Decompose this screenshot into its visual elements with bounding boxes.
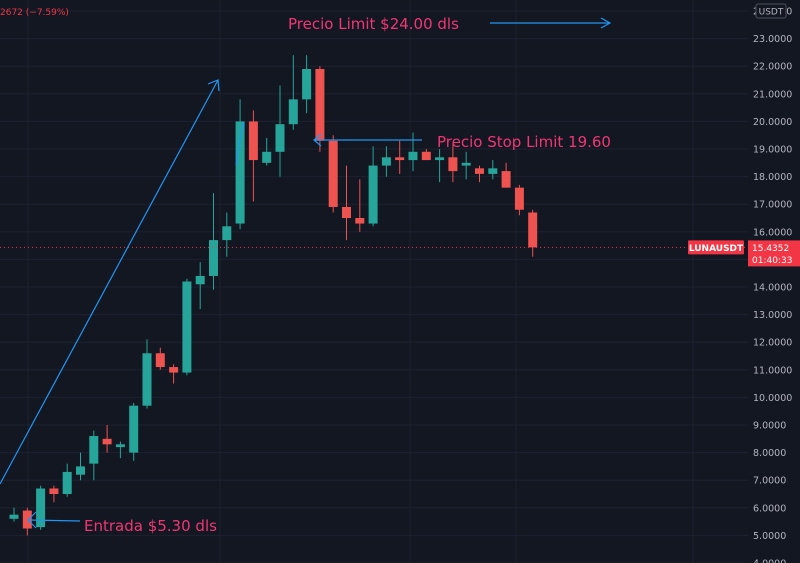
y-tick-label: 13.0000 — [753, 310, 792, 321]
candle-up — [461, 162, 471, 166]
entry-arrow — [27, 519, 81, 522]
candle-up — [129, 405, 139, 453]
currency-badge[interactable]: USDT — [755, 3, 787, 19]
y-tick-label: 5.0000 — [753, 531, 786, 542]
candle-up — [115, 444, 125, 448]
candle-up — [222, 226, 232, 241]
y-tick-label: 18.0000 — [753, 172, 792, 183]
candle-down — [342, 206, 351, 219]
candle-up — [368, 165, 378, 224]
price-change-readout: 2672 (−7.59%) — [0, 8, 69, 18]
candle-up — [195, 275, 205, 285]
candle-down — [102, 438, 112, 445]
symbol-label: LUNAUSDT — [689, 244, 744, 254]
candle-up — [408, 151, 418, 161]
candle-down — [22, 510, 32, 529]
limit-price-note: Precio Limit $24.00 dls — [288, 15, 459, 33]
candle-up — [62, 471, 72, 495]
candle-down — [248, 121, 258, 161]
entry-price-note: Entrada $5.30 dls — [84, 517, 217, 535]
candle-down — [395, 157, 405, 161]
candle-down — [514, 187, 524, 210]
candle-down — [421, 151, 431, 161]
candle-up — [76, 466, 85, 475]
candle-up — [235, 121, 245, 224]
candle-down — [49, 488, 59, 495]
symbol-tag: LUNAUSDT — [688, 240, 744, 255]
candle-down — [169, 367, 179, 373]
y-tick-label: 22.0000 — [753, 62, 792, 73]
candle-up — [435, 157, 445, 161]
last-price-label: 15.4352 — [752, 244, 789, 254]
candle-up — [209, 240, 218, 276]
y-tick-label: 10.0000 — [753, 393, 792, 404]
candle-up — [488, 168, 498, 174]
y-tick-label: 6.0000 — [753, 503, 786, 514]
candle-down — [501, 171, 511, 188]
limit-arrowhead — [600, 17, 612, 29]
candle-down — [328, 140, 338, 207]
candle-up — [89, 436, 99, 464]
candle-up — [262, 151, 272, 163]
y-tick-label: 8.0000 — [753, 448, 786, 459]
entry-arrowhead — [27, 511, 37, 529]
candle-down — [448, 157, 458, 172]
candle-up — [275, 124, 285, 152]
candle-up — [142, 353, 152, 406]
y-tick-label: 17.0000 — [753, 200, 792, 211]
trend-arrow — [0, 79, 219, 485]
last-price-tag: 15.4352 01:40:33 — [748, 240, 800, 267]
candle-down — [355, 218, 365, 224]
y-tick-label: 14.0000 — [753, 283, 792, 294]
y-tick-label: 20.0000 — [753, 117, 792, 128]
currency-label: USDT — [759, 8, 784, 18]
candle-up — [182, 281, 192, 373]
y-tick-label: 19.0000 — [753, 145, 792, 156]
candles — [9, 55, 538, 536]
y-tick-label: 12.0000 — [753, 338, 792, 349]
y-tick-label: 11.0000 — [753, 365, 792, 376]
y-tick-label: 21.0000 — [753, 89, 792, 100]
candle-up — [36, 488, 46, 528]
candle-down — [528, 212, 538, 248]
y-tick-label: 7.0000 — [753, 476, 786, 487]
annotation-arrows — [0, 17, 612, 529]
candle-countdown: 01:40:33 — [752, 256, 792, 266]
y-tick-label: 9.0000 — [753, 421, 786, 432]
price-path-curve — [235, 121, 245, 166]
candle-down — [475, 168, 484, 174]
y-tick-label: 23.0000 — [753, 34, 792, 45]
trend-arrowhead — [207, 79, 220, 92]
candle-up — [302, 68, 312, 100]
candle-up — [9, 514, 19, 519]
y-tick-label: 4.0000 — [753, 559, 786, 563]
candle-down — [315, 68, 325, 141]
candle-down — [155, 353, 165, 368]
candle-up — [381, 157, 391, 166]
stop-limit-note: Precio Stop Limit 19.60 — [437, 133, 611, 151]
candle-up — [288, 99, 298, 125]
stop-arrowhead — [313, 133, 322, 147]
y-tick-label: 16.0000 — [753, 227, 792, 238]
